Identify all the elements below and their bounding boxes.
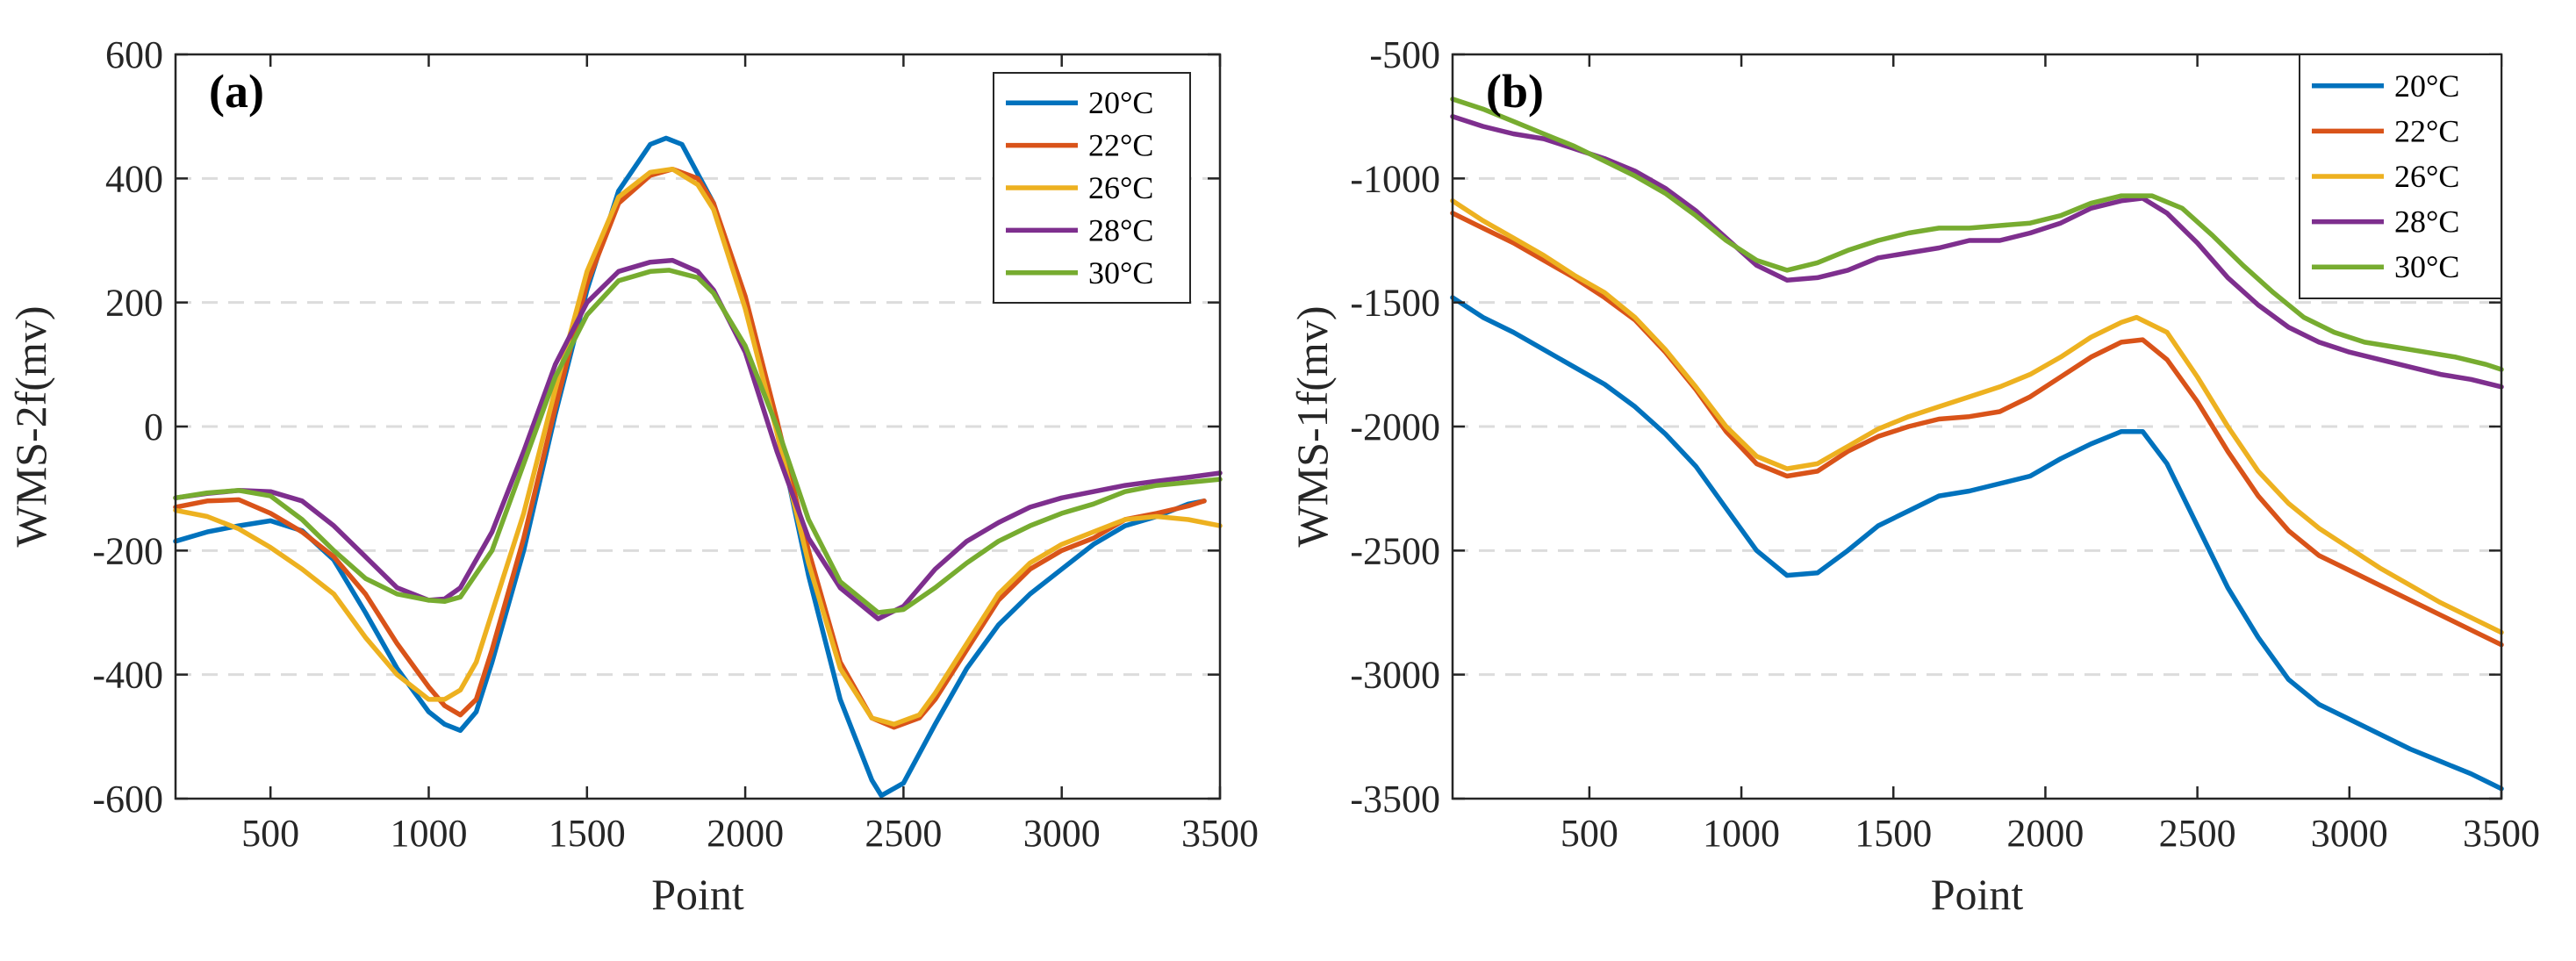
legend: 20°C 22°C 26°C 28°C 30°C: [993, 72, 1191, 304]
series-line: [1450, 113, 2504, 390]
legend-label: 26°C: [1088, 170, 1153, 205]
legend-label: 20°C: [1088, 85, 1153, 120]
series-line: [1450, 295, 2504, 792]
x-tick-label: 3000: [1023, 812, 1101, 855]
legend-label: 26°C: [2394, 159, 2459, 194]
y-tick-label: 0: [144, 405, 163, 448]
y-tick-label: -400: [92, 654, 163, 697]
x-tick-label: 1000: [1703, 812, 1780, 855]
y-tick-label: -2500: [1350, 529, 1440, 572]
y-axis-label: WMS-2f(mv): [6, 306, 55, 548]
series-line: [173, 166, 1223, 727]
series-line: [173, 257, 1223, 621]
legend-label: 28°C: [2394, 204, 2459, 240]
series-group: [173, 135, 1223, 799]
panel-label: (b): [1486, 65, 1544, 118]
legend-label: 22°C: [1088, 128, 1153, 163]
x-tick-label: 3500: [1181, 812, 1259, 855]
y-tick-label: -3000: [1350, 654, 1440, 697]
y-tick-label: -1500: [1350, 282, 1440, 325]
y-tick-label: -3500: [1350, 778, 1440, 821]
panel-label: (a): [209, 65, 264, 118]
x-tick-label: 2500: [2159, 812, 2236, 855]
y-axis-label: WMS-1f(mv): [1288, 306, 1337, 548]
x-tick-label: 500: [1561, 812, 1618, 855]
series-line: [173, 166, 1207, 730]
x-tick-label: 3500: [2463, 812, 2540, 855]
y-tick-label: -600: [92, 778, 163, 821]
y-tick-label: -500: [1369, 33, 1440, 76]
legend-label: 22°C: [2394, 113, 2459, 148]
legend-label: 30°C: [2394, 249, 2459, 284]
legend-label: 20°C: [2394, 68, 2459, 104]
legend-label: 28°C: [1088, 212, 1153, 247]
chart-panel-b: 500 1000 1500 2000 2500 3000 3500 -3500 -3000 -25…: [1288, 33, 2540, 919]
series-line: [173, 135, 1207, 799]
series-line: [1450, 97, 2504, 372]
y-tick-label: 200: [105, 282, 163, 325]
x-axis-label: Point: [1931, 870, 2024, 919]
series-group: [1450, 97, 2504, 792]
series-line: [173, 268, 1223, 615]
x-tick-label: 500: [241, 812, 299, 855]
y-tick-label: -2000: [1350, 405, 1440, 448]
chart-panel-a: 500 1000 1500 2000 2500 3000 3500 -600 -400 -200 0…: [6, 33, 1259, 919]
x-axis-label: Point: [651, 870, 744, 919]
legend-label: 30°C: [1088, 255, 1153, 290]
series-line: [1450, 198, 2504, 635]
x-tick-label: 3000: [2311, 812, 2388, 855]
y-tick-label: -200: [92, 529, 163, 572]
y-tick-label: 600: [105, 33, 163, 76]
x-tick-label: 2500: [865, 812, 942, 855]
x-tick-label: 1500: [549, 812, 626, 855]
legend: 20°C 22°C 26°C 28°C 30°C: [2299, 54, 2502, 299]
x-tick-label: 1000: [390, 812, 467, 855]
y-tick-label: 400: [105, 157, 163, 200]
x-tick-label: 2000: [2006, 812, 2084, 855]
x-tick-label: 1500: [1855, 812, 1932, 855]
x-tick-label: 2000: [707, 812, 784, 855]
y-tick-label: -1000: [1350, 157, 1440, 200]
